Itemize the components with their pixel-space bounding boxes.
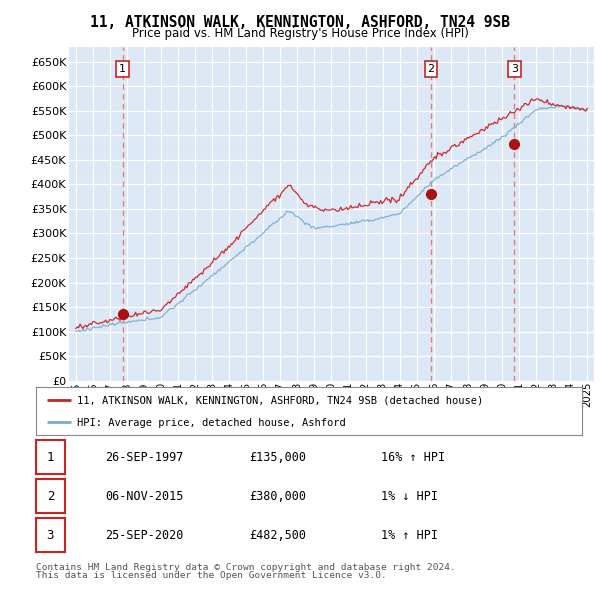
Text: £482,500: £482,500 xyxy=(249,529,306,542)
Text: 2: 2 xyxy=(427,64,434,74)
Text: 2: 2 xyxy=(47,490,54,503)
Text: 11, ATKINSON WALK, KENNINGTON, ASHFORD, TN24 9SB: 11, ATKINSON WALK, KENNINGTON, ASHFORD, … xyxy=(90,15,510,30)
Text: 1% ↓ HPI: 1% ↓ HPI xyxy=(381,490,438,503)
Text: 25-SEP-2020: 25-SEP-2020 xyxy=(105,529,184,542)
Text: 3: 3 xyxy=(47,529,54,542)
Text: 06-NOV-2015: 06-NOV-2015 xyxy=(105,490,184,503)
Text: £135,000: £135,000 xyxy=(249,451,306,464)
Text: 11, ATKINSON WALK, KENNINGTON, ASHFORD, TN24 9SB (detached house): 11, ATKINSON WALK, KENNINGTON, ASHFORD, … xyxy=(77,395,483,405)
Text: This data is licensed under the Open Government Licence v3.0.: This data is licensed under the Open Gov… xyxy=(36,571,387,581)
Text: Price paid vs. HM Land Registry's House Price Index (HPI): Price paid vs. HM Land Registry's House … xyxy=(131,27,469,40)
Text: 1: 1 xyxy=(119,64,126,74)
Text: 3: 3 xyxy=(511,64,518,74)
Text: HPI: Average price, detached house, Ashford: HPI: Average price, detached house, Ashf… xyxy=(77,418,346,428)
Text: Contains HM Land Registry data © Crown copyright and database right 2024.: Contains HM Land Registry data © Crown c… xyxy=(36,563,456,572)
Text: 16% ↑ HPI: 16% ↑ HPI xyxy=(381,451,445,464)
Text: £380,000: £380,000 xyxy=(249,490,306,503)
Text: 1: 1 xyxy=(47,451,54,464)
Text: 26-SEP-1997: 26-SEP-1997 xyxy=(105,451,184,464)
Text: 1% ↑ HPI: 1% ↑ HPI xyxy=(381,529,438,542)
